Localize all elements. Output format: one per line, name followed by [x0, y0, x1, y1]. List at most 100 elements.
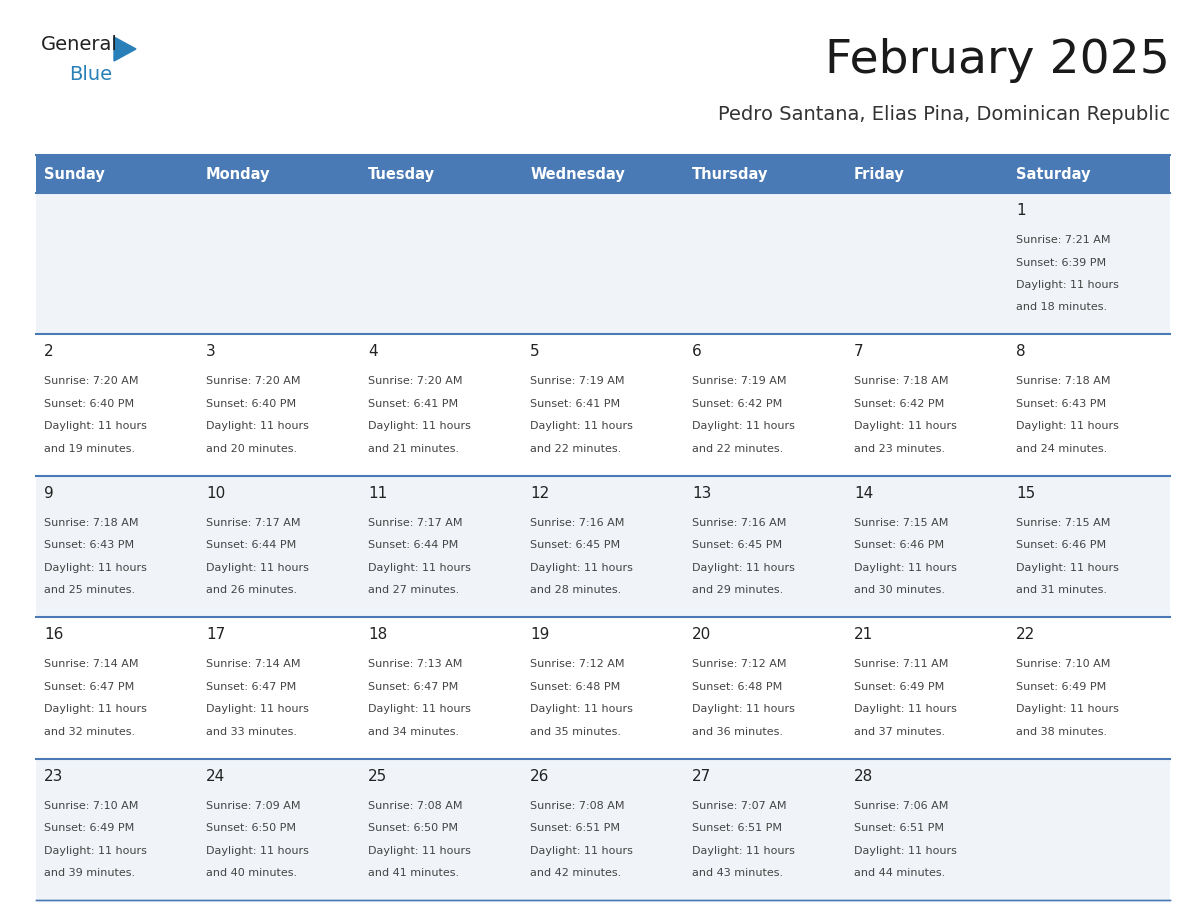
Text: Sunset: 6:51 PM: Sunset: 6:51 PM	[693, 823, 782, 834]
Text: Daylight: 11 hours: Daylight: 11 hours	[530, 563, 633, 573]
Text: Daylight: 11 hours: Daylight: 11 hours	[530, 421, 633, 431]
Text: Sunset: 6:51 PM: Sunset: 6:51 PM	[854, 823, 944, 834]
Text: Daylight: 11 hours: Daylight: 11 hours	[693, 421, 795, 431]
Text: Sunset: 6:49 PM: Sunset: 6:49 PM	[854, 682, 944, 691]
Text: and 20 minutes.: and 20 minutes.	[206, 444, 297, 453]
Text: 6: 6	[693, 344, 702, 360]
Text: and 18 minutes.: and 18 minutes.	[1016, 303, 1107, 312]
Text: Daylight: 11 hours: Daylight: 11 hours	[44, 704, 147, 714]
Text: 1: 1	[1016, 203, 1025, 218]
Text: Blue: Blue	[69, 65, 112, 84]
Text: and 27 minutes.: and 27 minutes.	[368, 586, 460, 595]
Text: Sunset: 6:50 PM: Sunset: 6:50 PM	[368, 823, 459, 834]
Text: Daylight: 11 hours: Daylight: 11 hours	[693, 563, 795, 573]
Text: Sunrise: 7:06 AM: Sunrise: 7:06 AM	[854, 800, 948, 811]
Text: and 40 minutes.: and 40 minutes.	[206, 868, 297, 879]
Text: 4: 4	[368, 344, 378, 360]
Text: Sunset: 6:43 PM: Sunset: 6:43 PM	[44, 541, 134, 550]
Text: Daylight: 11 hours: Daylight: 11 hours	[1016, 704, 1119, 714]
Text: 21: 21	[854, 627, 873, 643]
FancyBboxPatch shape	[36, 155, 1170, 193]
Text: Sunrise: 7:16 AM: Sunrise: 7:16 AM	[530, 518, 625, 528]
Text: Sunrise: 7:20 AM: Sunrise: 7:20 AM	[44, 376, 139, 386]
Text: Sunset: 6:41 PM: Sunset: 6:41 PM	[368, 399, 459, 409]
Text: Daylight: 11 hours: Daylight: 11 hours	[206, 563, 309, 573]
Text: Sunrise: 7:10 AM: Sunrise: 7:10 AM	[1016, 659, 1111, 669]
Text: and 23 minutes.: and 23 minutes.	[854, 444, 946, 453]
Text: Sunset: 6:45 PM: Sunset: 6:45 PM	[693, 541, 782, 550]
Text: Sunrise: 7:19 AM: Sunrise: 7:19 AM	[693, 376, 786, 386]
Text: 23: 23	[44, 768, 63, 784]
Text: and 33 minutes.: and 33 minutes.	[206, 727, 297, 737]
Text: 22: 22	[1016, 627, 1036, 643]
Text: Thursday: Thursday	[693, 166, 769, 182]
Text: Sunrise: 7:14 AM: Sunrise: 7:14 AM	[44, 659, 139, 669]
Text: Sunset: 6:48 PM: Sunset: 6:48 PM	[693, 682, 783, 691]
Text: and 39 minutes.: and 39 minutes.	[44, 868, 135, 879]
Text: Sunset: 6:42 PM: Sunset: 6:42 PM	[693, 399, 783, 409]
Text: and 21 minutes.: and 21 minutes.	[368, 444, 460, 453]
Text: Sunrise: 7:10 AM: Sunrise: 7:10 AM	[44, 800, 139, 811]
Text: Daylight: 11 hours: Daylight: 11 hours	[206, 704, 309, 714]
Text: Daylight: 11 hours: Daylight: 11 hours	[206, 845, 309, 856]
Text: Sunset: 6:47 PM: Sunset: 6:47 PM	[368, 682, 459, 691]
Text: Sunrise: 7:16 AM: Sunrise: 7:16 AM	[693, 518, 786, 528]
Text: Sunrise: 7:08 AM: Sunrise: 7:08 AM	[368, 800, 462, 811]
FancyBboxPatch shape	[36, 476, 1170, 617]
Text: and 32 minutes.: and 32 minutes.	[44, 727, 135, 737]
Text: Sunrise: 7:13 AM: Sunrise: 7:13 AM	[368, 659, 462, 669]
Text: Daylight: 11 hours: Daylight: 11 hours	[693, 845, 795, 856]
Text: 2: 2	[44, 344, 53, 360]
Text: 13: 13	[693, 486, 712, 501]
Text: February 2025: February 2025	[826, 38, 1170, 83]
Text: Daylight: 11 hours: Daylight: 11 hours	[206, 421, 309, 431]
Text: 20: 20	[693, 627, 712, 643]
Text: and 44 minutes.: and 44 minutes.	[854, 868, 946, 879]
Text: and 42 minutes.: and 42 minutes.	[530, 868, 621, 879]
Text: Sunrise: 7:11 AM: Sunrise: 7:11 AM	[854, 659, 948, 669]
Text: and 28 minutes.: and 28 minutes.	[530, 586, 621, 595]
Text: 26: 26	[530, 768, 550, 784]
Text: 25: 25	[368, 768, 387, 784]
Text: 9: 9	[44, 486, 53, 501]
Text: Sunrise: 7:19 AM: Sunrise: 7:19 AM	[530, 376, 625, 386]
Text: Sunset: 6:42 PM: Sunset: 6:42 PM	[854, 399, 944, 409]
Text: Sunset: 6:44 PM: Sunset: 6:44 PM	[368, 541, 459, 550]
Text: Daylight: 11 hours: Daylight: 11 hours	[1016, 421, 1119, 431]
FancyBboxPatch shape	[36, 193, 1170, 334]
Text: and 22 minutes.: and 22 minutes.	[693, 444, 783, 453]
Text: Sunset: 6:47 PM: Sunset: 6:47 PM	[44, 682, 134, 691]
Text: Daylight: 11 hours: Daylight: 11 hours	[854, 845, 958, 856]
Text: 8: 8	[1016, 344, 1025, 360]
Text: Sunrise: 7:07 AM: Sunrise: 7:07 AM	[693, 800, 786, 811]
Text: 3: 3	[206, 344, 216, 360]
Text: Sunrise: 7:18 AM: Sunrise: 7:18 AM	[1016, 376, 1111, 386]
Text: and 24 minutes.: and 24 minutes.	[1016, 444, 1107, 453]
FancyBboxPatch shape	[36, 334, 1170, 476]
Text: 28: 28	[854, 768, 873, 784]
Text: Daylight: 11 hours: Daylight: 11 hours	[368, 421, 470, 431]
Text: Friday: Friday	[854, 166, 905, 182]
Text: Wednesday: Wednesday	[530, 166, 625, 182]
Text: and 35 minutes.: and 35 minutes.	[530, 727, 621, 737]
Text: Sunrise: 7:08 AM: Sunrise: 7:08 AM	[530, 800, 625, 811]
Text: 7: 7	[854, 344, 864, 360]
Text: Sunrise: 7:18 AM: Sunrise: 7:18 AM	[854, 376, 948, 386]
Text: 14: 14	[854, 486, 873, 501]
Text: and 36 minutes.: and 36 minutes.	[693, 727, 783, 737]
Text: General: General	[42, 35, 118, 54]
Text: 16: 16	[44, 627, 63, 643]
Text: Sunset: 6:46 PM: Sunset: 6:46 PM	[1016, 541, 1106, 550]
Text: Daylight: 11 hours: Daylight: 11 hours	[368, 845, 470, 856]
Text: Tuesday: Tuesday	[368, 166, 435, 182]
Text: Sunset: 6:45 PM: Sunset: 6:45 PM	[530, 541, 620, 550]
Text: 10: 10	[206, 486, 226, 501]
Text: Sunset: 6:49 PM: Sunset: 6:49 PM	[1016, 682, 1106, 691]
Text: 17: 17	[206, 627, 226, 643]
Text: Daylight: 11 hours: Daylight: 11 hours	[368, 563, 470, 573]
Text: and 43 minutes.: and 43 minutes.	[693, 868, 783, 879]
Text: Sunday: Sunday	[44, 166, 105, 182]
Text: Sunrise: 7:15 AM: Sunrise: 7:15 AM	[854, 518, 948, 528]
Text: and 30 minutes.: and 30 minutes.	[854, 586, 946, 595]
Text: 11: 11	[368, 486, 387, 501]
